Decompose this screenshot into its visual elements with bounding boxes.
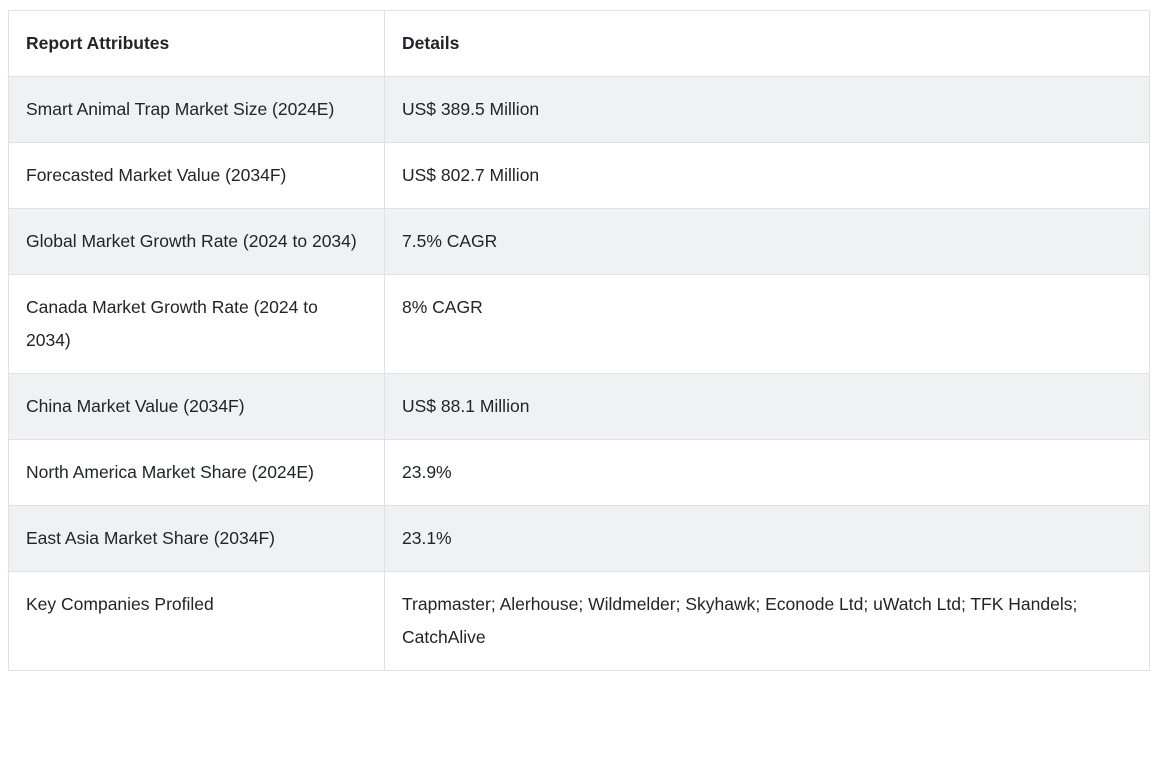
table-row: North America Market Share (2024E) 23.9% <box>8 439 1150 506</box>
report-attributes-table: Report Attributes Details Smart Animal T… <box>8 10 1150 671</box>
detail-cell: US$ 389.5 Million <box>384 76 1150 143</box>
attribute-cell: Key Companies Profiled <box>8 571 385 671</box>
table-row: Canada Market Growth Rate (2024 to 2034)… <box>8 274 1150 374</box>
table-row: East Asia Market Share (2034F) 23.1% <box>8 505 1150 572</box>
detail-cell: 23.1% <box>384 505 1150 572</box>
attribute-cell: Canada Market Growth Rate (2024 to 2034) <box>8 274 385 374</box>
attribute-cell: East Asia Market Share (2034F) <box>8 505 385 572</box>
detail-cell: 23.9% <box>384 439 1150 506</box>
attribute-cell: China Market Value (2034F) <box>8 373 385 440</box>
attribute-cell: Smart Animal Trap Market Size (2024E) <box>8 76 385 143</box>
detail-cell: Trapmaster; Alerhouse; Wildmelder; Skyha… <box>384 571 1150 671</box>
table-row: Forecasted Market Value (2034F) US$ 802.… <box>8 142 1150 209</box>
attribute-cell: Global Market Growth Rate (2024 to 2034) <box>8 208 385 275</box>
table-row: Global Market Growth Rate (2024 to 2034)… <box>8 208 1150 275</box>
attribute-cell: Forecasted Market Value (2034F) <box>8 142 385 209</box>
detail-cell: 7.5% CAGR <box>384 208 1150 275</box>
table-row: China Market Value (2034F) US$ 88.1 Mill… <box>8 373 1150 440</box>
table-row: Smart Animal Trap Market Size (2024E) US… <box>8 76 1150 143</box>
column-header-details: Details <box>384 10 1150 77</box>
table-row: Key Companies Profiled Trapmaster; Alerh… <box>8 571 1150 671</box>
attribute-cell: North America Market Share (2024E) <box>8 439 385 506</box>
detail-cell: US$ 802.7 Million <box>384 142 1150 209</box>
table-header-row: Report Attributes Details <box>8 10 1150 77</box>
detail-cell: 8% CAGR <box>384 274 1150 374</box>
detail-cell: US$ 88.1 Million <box>384 373 1150 440</box>
column-header-report-attributes: Report Attributes <box>8 10 385 77</box>
